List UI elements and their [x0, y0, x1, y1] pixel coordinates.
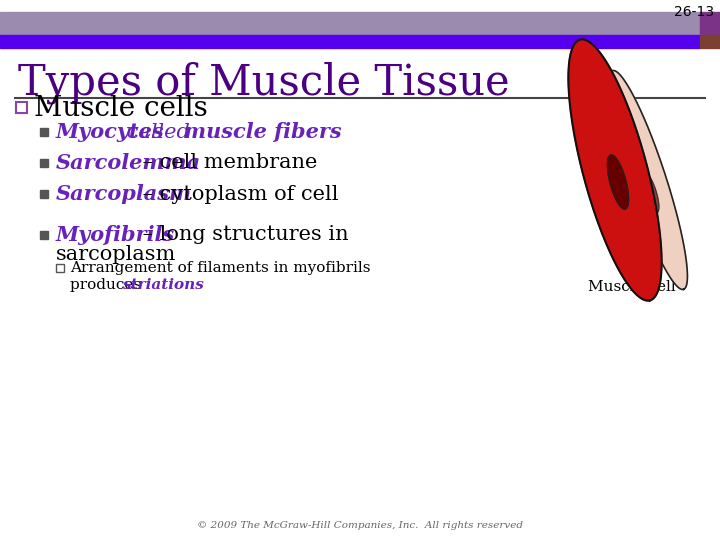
Polygon shape [608, 155, 629, 209]
Bar [40, 159, 48, 167]
Text: Types of Muscle Tissue: Types of Muscle Tissue [18, 62, 510, 105]
Text: 26-13: 26-13 [674, 5, 714, 19]
Bar [0, 12, 700, 35]
Text: muscle fibers: muscle fibers [184, 122, 341, 142]
Bar [40, 190, 48, 198]
Bar [56, 264, 64, 272]
Text: Muscle cell: Muscle cell [588, 280, 676, 294]
Text: – cytoplasm of cell: – cytoplasm of cell [136, 185, 338, 204]
Bar [700, 35, 720, 48]
Bar [0, 35, 700, 48]
Text: © 2009 The McGraw-Hill Companies, Inc.  All rights reserved: © 2009 The McGraw-Hill Companies, Inc. A… [197, 521, 523, 530]
Bar [700, 12, 720, 35]
Text: Muscle cells: Muscle cells [34, 94, 208, 122]
Text: Arrangement of filaments in myofibrils: Arrangement of filaments in myofibrils [70, 261, 371, 275]
Bar [40, 231, 48, 239]
Text: – long structures in: – long structures in [136, 226, 348, 245]
Bar [16, 102, 27, 113]
Polygon shape [608, 71, 688, 289]
Text: Sarcoplasm: Sarcoplasm [56, 184, 192, 204]
Text: Sarcolemma: Sarcolemma [56, 153, 201, 173]
Text: called: called [120, 123, 197, 141]
Text: sarcoplasm: sarcoplasm [56, 245, 176, 264]
Text: Myofibrils: Myofibrils [56, 225, 175, 245]
Text: Myocytes: Myocytes [56, 122, 165, 142]
Text: produces: produces [70, 278, 146, 292]
Text: – cell membrane: – cell membrane [136, 153, 318, 172]
Polygon shape [568, 39, 662, 301]
Text: striations: striations [122, 278, 204, 292]
Polygon shape [641, 171, 659, 213]
Bar [40, 128, 48, 136]
